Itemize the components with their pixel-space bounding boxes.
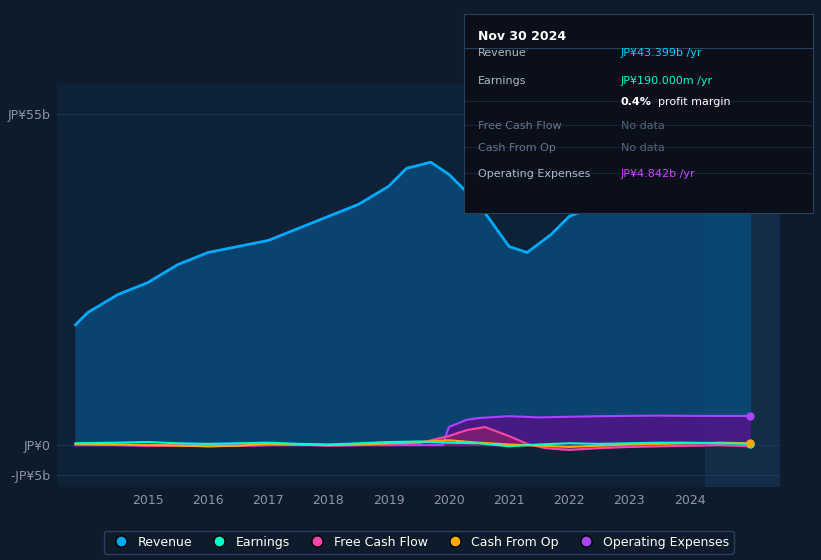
Text: Nov 30 2024: Nov 30 2024 <box>478 30 566 43</box>
Text: Free Cash Flow: Free Cash Flow <box>478 122 562 131</box>
Text: Cash From Op: Cash From Op <box>478 143 556 153</box>
Text: 0.4%: 0.4% <box>621 97 652 108</box>
Text: JP¥43.399b /yr: JP¥43.399b /yr <box>621 48 703 58</box>
Text: Revenue: Revenue <box>478 48 526 58</box>
Text: JP¥190.000m /yr: JP¥190.000m /yr <box>621 76 713 86</box>
Text: No data: No data <box>621 143 665 153</box>
Text: Operating Expenses: Operating Expenses <box>478 169 590 179</box>
Text: No data: No data <box>621 122 665 131</box>
Text: Earnings: Earnings <box>478 76 526 86</box>
Legend: Revenue, Earnings, Free Cash Flow, Cash From Op, Operating Expenses: Revenue, Earnings, Free Cash Flow, Cash … <box>103 530 734 553</box>
Text: JP¥4.842b /yr: JP¥4.842b /yr <box>621 169 695 179</box>
Text: profit margin: profit margin <box>658 97 730 108</box>
Bar <box>704 84 780 487</box>
